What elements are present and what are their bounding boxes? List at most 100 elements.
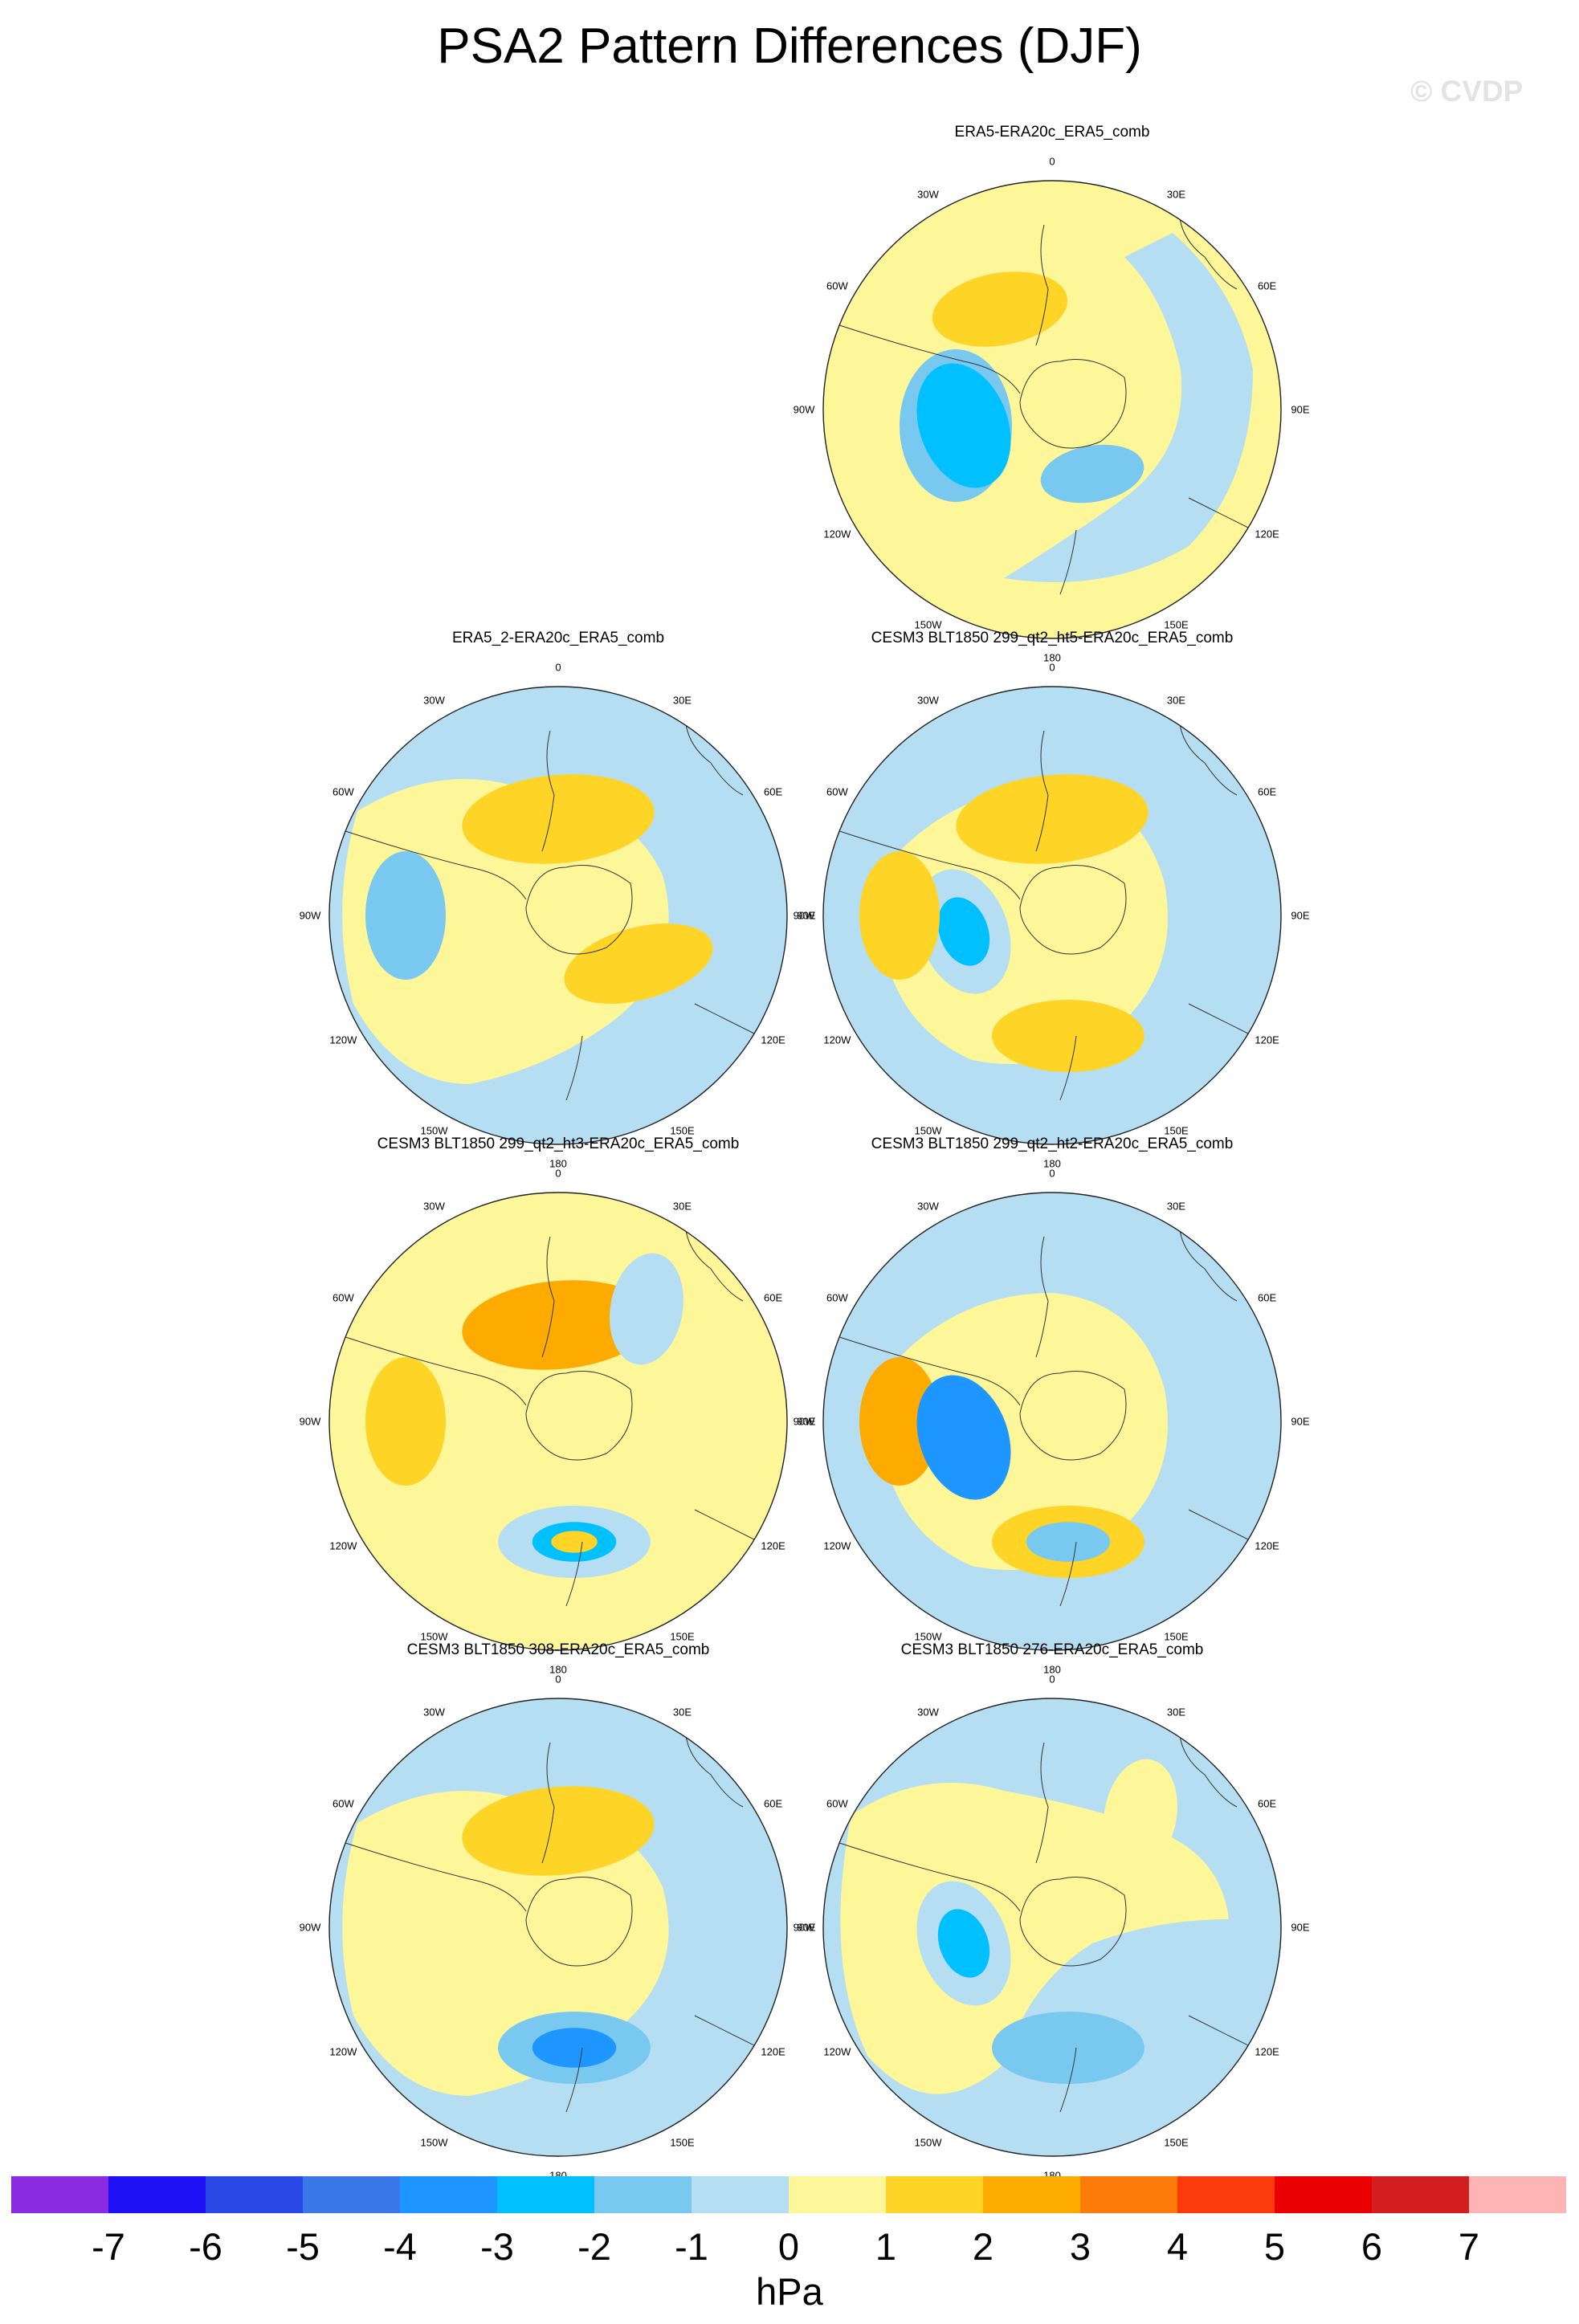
coastline: [1035, 730, 1049, 852]
longitude-label: 30E: [672, 1706, 692, 1719]
longitude-label: 90E: [1291, 1415, 1310, 1428]
coastline: [525, 1371, 633, 1461]
colorbar-tick-label: 7: [1458, 2225, 1480, 2268]
coastline: [826, 826, 1021, 900]
longitude-label: 30E: [1166, 1706, 1186, 1719]
coastline: [1188, 2015, 1254, 2049]
longitude-label: 150E: [670, 1630, 695, 1643]
anomaly-contour: [1026, 1522, 1111, 1562]
coastline: [694, 1003, 760, 1037]
colorbar-box: [1177, 2176, 1275, 2213]
longitude-label: 120W: [329, 1034, 357, 1046]
longitude-label: 30W: [423, 694, 445, 707]
colorbar-units: hPa: [756, 2270, 823, 2313]
longitude-label: 120E: [1255, 528, 1279, 540]
colorbar-tick-label: 4: [1166, 2225, 1189, 2268]
longitude-label: 60E: [1258, 279, 1277, 292]
longitude-label: 60W: [826, 785, 848, 797]
map-panel: ERA5-ERA20c_ERA5_comb 0 30E 60E 90E 120E 150E 1…: [794, 124, 1310, 664]
coastline: [694, 1509, 760, 1543]
longitude-label: 150W: [420, 1630, 448, 1643]
colorbar-tick-label: 3: [1069, 2225, 1091, 2268]
colorbar-tick-label: 1: [875, 2225, 897, 2268]
longitude-label: 180: [549, 1157, 567, 1170]
colorbar-box: [206, 2176, 303, 2213]
longitude-label: 120W: [823, 1539, 851, 1551]
coastline: [1188, 1003, 1254, 1037]
longitude-label: 150E: [1164, 1124, 1189, 1137]
coastline: [1035, 1742, 1049, 1864]
longitude-label: 90W: [793, 909, 815, 922]
panel-title: CESM3 BLT1850 299_qt2_ht5-ERA20c_ERA5_co…: [871, 630, 1234, 646]
longitude-label: 150W: [914, 1630, 942, 1643]
coastline: [694, 2015, 760, 2049]
coastline: [1019, 359, 1127, 449]
panel-title: ERA5_2-ERA20c_ERA5_comb: [451, 630, 665, 646]
coastline: [541, 1236, 555, 1358]
anomaly-contour: [1104, 1759, 1177, 1871]
coastline: [525, 1877, 633, 1967]
longitude-label: 90E: [797, 1415, 816, 1428]
panel-title: CESM3 BLT1850 308-ERA20c_ERA5_comb: [406, 1641, 710, 1658]
map-boundary: [822, 1192, 1282, 1651]
map-boundary: [822, 686, 1282, 1145]
colorbar-box: [1372, 2176, 1469, 2213]
anomaly-contour: [462, 774, 655, 864]
longitude-label: 60E: [1258, 1291, 1277, 1303]
longitude-label: 30W: [917, 1706, 939, 1719]
longitude-label: 60W: [333, 1291, 354, 1303]
colorbar-box: [400, 2176, 497, 2213]
map-boundary: [328, 1698, 788, 2157]
panel-title: CESM3 BLT1850 299_qt2_ht3-ERA20c_ERA5_co…: [377, 1135, 740, 1152]
colorbar-tick-label: 6: [1361, 2225, 1383, 2268]
map-panel: CESM3 BLT1850 276-ERA20c_ERA5_comb 0 30E 60…: [794, 1641, 1310, 2182]
map-boundary: [822, 1698, 1282, 2157]
coastline: [1059, 2047, 1077, 2113]
longitude-label: 90E: [797, 1921, 816, 1934]
anomaly-contour: [365, 851, 446, 980]
map-boundary: [822, 180, 1282, 639]
anomaly-contour: [462, 1786, 655, 1876]
anomaly-contour: [956, 774, 1149, 864]
colorbar-tick-label: -3: [480, 2225, 514, 2268]
panel-title: CESM3 BLT1850 299_qt2_ht2-ERA20c_ERA5_co…: [871, 1135, 1234, 1152]
colorbar-box: [1469, 2176, 1566, 2213]
longitude-label: 30E: [1166, 1200, 1186, 1213]
polar-map: [328, 686, 788, 1145]
longitude-label: 150W: [914, 2136, 942, 2149]
longitude-label: 0: [555, 661, 561, 674]
coastline: [333, 1838, 527, 1912]
longitude-label: 0: [1049, 1167, 1055, 1180]
longitude-label: 150E: [1164, 618, 1189, 631]
longitude-label: 150E: [1164, 1630, 1189, 1643]
anomaly-contour: [564, 923, 713, 1004]
colorbar-box: [789, 2176, 886, 2213]
polar-map: [822, 180, 1282, 639]
coastline: [1035, 224, 1049, 346]
longitude-label: 90W: [299, 909, 321, 922]
longitude-label: 180: [549, 1663, 567, 1676]
colorbar-tick-label: -4: [383, 2225, 417, 2268]
colorbar-tick-label: 5: [1263, 2225, 1286, 2268]
coastline: [565, 2047, 583, 2113]
anomaly-contour: [992, 2012, 1144, 2084]
longitude-label: 60W: [826, 1291, 848, 1303]
colorbar-tick-label: 2: [972, 2225, 994, 2268]
anomaly-contour: [462, 1280, 655, 1370]
coastline: [826, 320, 1021, 394]
polar-map: [328, 1698, 788, 2157]
coastline: [1188, 497, 1254, 531]
anomaly-contour: [532, 2028, 617, 2068]
coastline: [541, 730, 555, 852]
longitude-label: 60W: [826, 1797, 848, 1809]
map-panel: CESM3 BLT1850 308-ERA20c_ERA5_comb 0 30E 60…: [300, 1641, 816, 2182]
longitude-label: 180: [1043, 1157, 1061, 1170]
longitude-label: 120E: [1255, 1539, 1279, 1551]
anomaly-contour: [932, 271, 1068, 347]
colorbar-box: [1080, 2176, 1177, 2213]
longitude-label: 90E: [1291, 403, 1310, 416]
longitude-label: 120E: [761, 2045, 785, 2057]
colorbar-tick-label: -5: [286, 2225, 320, 2268]
longitude-label: 120W: [329, 1539, 357, 1551]
anomaly-contour: [365, 1357, 446, 1486]
